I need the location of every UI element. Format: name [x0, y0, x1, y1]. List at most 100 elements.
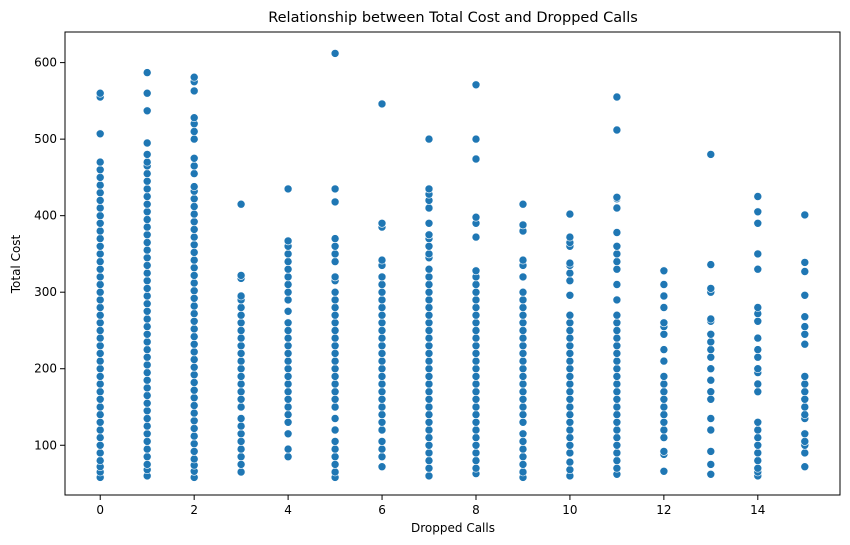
- data-point: [330, 425, 340, 435]
- data-point: [189, 401, 199, 410]
- data-point: [471, 333, 481, 343]
- data-point: [424, 326, 434, 335]
- data-point: [95, 234, 105, 243]
- data-point: [330, 257, 340, 266]
- data-point: [471, 433, 481, 442]
- data-point: [424, 417, 434, 427]
- data-point: [518, 326, 528, 335]
- data-point: [706, 329, 716, 339]
- data-point: [471, 402, 481, 412]
- data-point: [189, 169, 199, 178]
- data-point: [330, 364, 340, 374]
- data-point: [518, 452, 528, 462]
- data-point: [706, 447, 716, 456]
- data-point: [377, 219, 387, 228]
- data-point: [424, 387, 434, 397]
- data-point: [283, 249, 293, 259]
- data-point: [424, 448, 434, 458]
- data-point: [377, 452, 387, 462]
- data-point: [377, 99, 387, 109]
- data-point: [189, 86, 199, 96]
- data-point: [283, 387, 293, 397]
- data-point: [424, 394, 434, 404]
- data-point: [95, 196, 105, 205]
- data-point: [377, 425, 387, 435]
- data-point: [424, 333, 434, 343]
- data-point: [189, 161, 199, 171]
- data-point: [565, 333, 575, 343]
- data-point: [706, 394, 716, 404]
- data-point: [189, 209, 199, 219]
- data-point: [518, 199, 528, 209]
- data-point: [330, 197, 340, 207]
- data-point: [612, 349, 622, 358]
- data-point: [706, 375, 716, 385]
- data-point: [377, 462, 387, 472]
- data-point: [330, 402, 340, 412]
- data-point: [142, 368, 152, 377]
- data-point: [800, 339, 810, 349]
- data-point: [236, 291, 246, 301]
- data-point: [518, 341, 528, 351]
- x-tick-label: 12: [656, 503, 671, 517]
- data-point: [518, 394, 528, 404]
- data-point: [189, 378, 199, 387]
- data-point: [95, 88, 105, 98]
- data-point: [95, 417, 105, 427]
- data-point: [659, 410, 669, 419]
- data-point: [518, 333, 528, 343]
- data-point: [612, 228, 622, 237]
- data-point: [330, 341, 340, 351]
- data-point: [424, 280, 434, 289]
- data-point: [753, 417, 763, 427]
- data-point: [377, 349, 387, 358]
- data-point: [142, 222, 152, 232]
- data-point: [142, 138, 152, 148]
- data-point: [377, 326, 387, 335]
- data-point: [330, 452, 340, 462]
- data-point: [800, 448, 810, 458]
- data-point: [95, 157, 105, 167]
- data-point: [142, 284, 152, 293]
- data-point: [95, 280, 105, 289]
- data-point: [142, 391, 152, 400]
- data-point: [95, 165, 105, 175]
- data-point: [706, 314, 716, 324]
- data-point: [612, 280, 622, 289]
- data-point: [612, 249, 622, 259]
- data-point: [189, 309, 199, 318]
- data-point: [236, 444, 246, 454]
- data-point: [471, 212, 481, 222]
- data-point: [471, 448, 481, 458]
- data-point: [236, 326, 246, 335]
- data-point: [753, 219, 763, 228]
- data-point: [142, 88, 152, 98]
- data-point: [518, 417, 528, 427]
- data-point: [142, 444, 152, 454]
- data-point: [189, 332, 199, 341]
- data-point: [330, 310, 340, 320]
- data-point: [189, 431, 199, 441]
- data-point: [189, 217, 199, 227]
- data-point: [142, 345, 152, 354]
- data-point: [142, 329, 152, 339]
- data-point: [471, 303, 481, 312]
- data-point: [236, 364, 246, 374]
- data-point: [95, 272, 105, 282]
- data-point: [424, 425, 434, 435]
- x-tick-label: 8: [472, 503, 480, 517]
- data-point: [283, 452, 293, 462]
- data-point: [471, 287, 481, 297]
- data-point: [377, 333, 387, 343]
- data-point: [424, 402, 434, 412]
- data-point: [471, 154, 481, 164]
- data-point: [189, 127, 199, 136]
- y-tick-label: 100: [34, 438, 57, 452]
- data-point: [659, 402, 669, 412]
- data-point: [95, 356, 105, 366]
- data-point: [518, 310, 528, 320]
- data-point: [659, 425, 669, 435]
- data-point: [612, 463, 622, 473]
- data-point: [95, 402, 105, 412]
- data-point: [95, 326, 105, 335]
